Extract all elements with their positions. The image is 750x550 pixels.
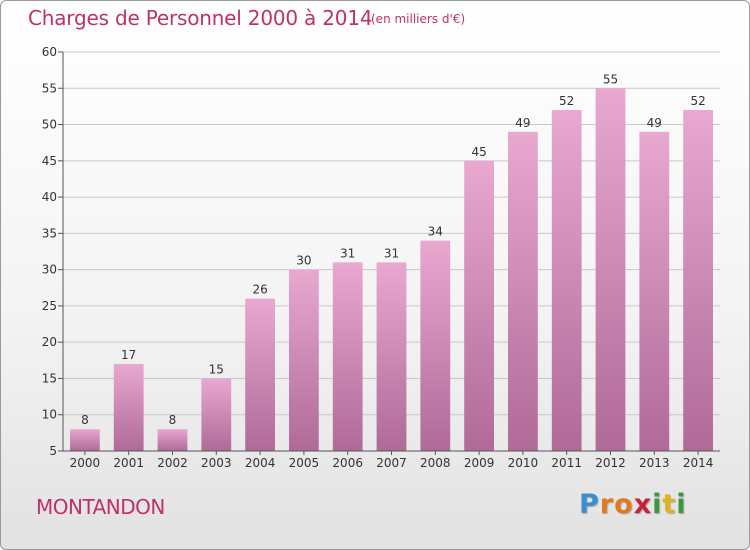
data-label-2014: 52 xyxy=(690,94,705,108)
data-label-2002: 8 xyxy=(169,413,177,427)
data-label-2005: 30 xyxy=(296,254,311,268)
x-tick-label-2006: 2006 xyxy=(332,456,363,470)
commune-name: MONTANDON xyxy=(36,495,165,519)
x-tick-label-2004: 2004 xyxy=(245,456,276,470)
axes xyxy=(62,52,720,455)
bar-2002 xyxy=(157,429,188,451)
logo-letter-6: i xyxy=(676,489,687,520)
data-labels: 8 17 8 15 26 30 31 31 34 45 49 52 55 49 52 xyxy=(81,72,706,427)
logo-letter-5: t xyxy=(662,489,677,520)
logo-letter-4: i xyxy=(652,489,663,520)
bar-2012 xyxy=(595,88,626,451)
x-tick-label-2000: 2000 xyxy=(70,456,101,470)
chart-title: Charges de Personnel 2000 à 2014 xyxy=(28,6,373,30)
y-tick-label-35: 35 xyxy=(42,226,57,240)
y-tick-label-30: 30 xyxy=(42,263,57,277)
logo-letter-0: P xyxy=(579,489,600,520)
x-tick-label-2003: 2003 xyxy=(201,456,232,470)
bar-2003 xyxy=(201,378,232,451)
y-tick-labels: 5 10 15 20 25 30 35 40 45 50 55 60 xyxy=(42,45,57,458)
bar-2000 xyxy=(70,429,100,451)
x-tick-label-2014: 2014 xyxy=(683,456,714,470)
x-tick-label-2010: 2010 xyxy=(508,456,539,470)
logo-letter-2: o xyxy=(614,489,634,520)
x-tick-label-2008: 2008 xyxy=(420,456,451,470)
bar-2005 xyxy=(289,269,319,451)
y-tick-label-20: 20 xyxy=(42,335,57,349)
bar-2006 xyxy=(332,262,363,451)
bar-2010 xyxy=(508,131,538,452)
y-tick-label-50: 50 xyxy=(42,118,57,132)
bar-2014 xyxy=(683,110,713,451)
x-tick-label-2005: 2005 xyxy=(289,456,320,470)
bar-2011 xyxy=(551,110,582,451)
bar-2007 xyxy=(376,262,407,451)
bar-2008 xyxy=(420,240,451,451)
y-tick-label-40: 40 xyxy=(42,190,57,204)
data-label-2010: 49 xyxy=(515,116,530,130)
x-tick-label-2007: 2007 xyxy=(376,456,407,470)
data-label-2012: 55 xyxy=(603,72,618,86)
data-label-2011: 52 xyxy=(559,94,574,108)
proxiti-logo: Proxiti xyxy=(579,489,687,520)
data-label-2003: 15 xyxy=(209,362,224,376)
data-label-2009: 45 xyxy=(471,145,486,159)
x-tick-label-2001: 2001 xyxy=(113,456,144,470)
x-tick-label-2011: 2011 xyxy=(551,456,582,470)
y-tick-label-25: 25 xyxy=(42,299,57,313)
y-tick-label-5: 5 xyxy=(49,444,57,458)
x-tick-labels: 2000 2001 2002 2003 2004 2005 2006 2007 2008 2009… xyxy=(70,456,714,470)
x-tick-label-2009: 2009 xyxy=(464,456,495,470)
x-tick-label-2012: 2012 xyxy=(595,456,626,470)
y-tick-label-10: 10 xyxy=(42,408,57,422)
x-tick-label-2002: 2002 xyxy=(157,456,188,470)
bar-2009 xyxy=(464,160,494,451)
y-tick-label-45: 45 xyxy=(42,154,57,168)
data-label-2008: 34 xyxy=(428,225,443,239)
x-tick-label-2013: 2013 xyxy=(639,456,670,470)
bars xyxy=(70,88,713,452)
chart-unit: (en milliers d'€) xyxy=(371,12,466,26)
data-label-2013: 49 xyxy=(647,116,662,130)
y-tick-label-60: 60 xyxy=(42,45,57,59)
y-tick-label-55: 55 xyxy=(42,81,57,95)
bar-2001 xyxy=(113,363,144,451)
data-label-2000: 8 xyxy=(81,413,89,427)
data-label-2006: 31 xyxy=(340,246,355,260)
bar-2013 xyxy=(639,131,670,452)
bar-2004 xyxy=(245,298,275,451)
y-tick-label-15: 15 xyxy=(42,371,57,385)
data-label-2001: 17 xyxy=(121,348,136,362)
logo-letter-3: x xyxy=(633,489,653,520)
data-label-2004: 26 xyxy=(252,283,267,297)
logo-letter-1: r xyxy=(599,489,615,520)
data-label-2007: 31 xyxy=(384,246,399,260)
